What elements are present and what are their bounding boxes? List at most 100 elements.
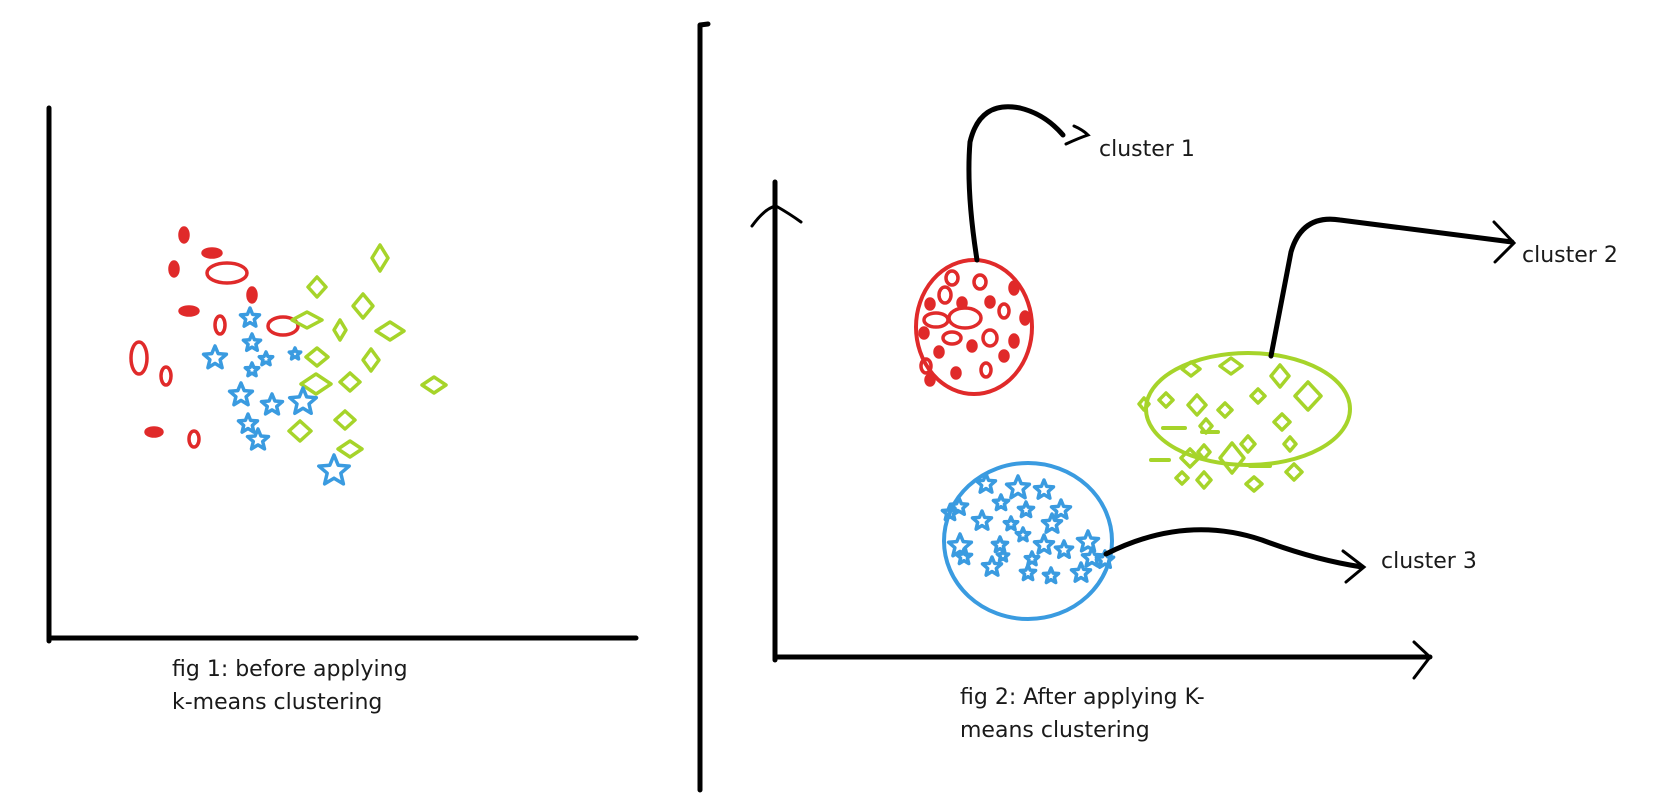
- fig1-point-diamond: [420, 375, 448, 395]
- fig1-point-star: [241, 332, 263, 353]
- fig2-clustered-points: [918, 269, 1323, 585]
- cluster-3-boundary: [942, 461, 1114, 621]
- cluster-3-point: [1049, 498, 1073, 520]
- cluster-2-label: cluster 2: [1522, 243, 1618, 268]
- fig1-point-star: [238, 306, 262, 328]
- cluster-3-point: [990, 535, 1010, 554]
- cluster-1-point: [922, 311, 950, 329]
- cluster-1-point: [950, 366, 962, 380]
- cluster-3-point: [1032, 478, 1056, 500]
- cluster-3-point: [1023, 550, 1041, 567]
- cluster-1-point: [937, 285, 953, 305]
- cluster-2-point: [1174, 470, 1190, 486]
- cluster-2-point: [1282, 435, 1298, 453]
- cluster-1-pointer-arrowhead: [1064, 124, 1091, 146]
- cluster-2-point: [1195, 470, 1213, 490]
- cluster-1-pointer-arrow: [966, 104, 1066, 263]
- fig1-point-ellipse: [266, 315, 300, 337]
- cluster-2-point: [1244, 475, 1264, 493]
- cluster-3-point: [1016, 500, 1036, 519]
- cluster-1-point: [941, 330, 963, 346]
- cluster-1-point: [979, 361, 993, 379]
- figure-2-caption: fig 2: After applying K- means clusterin…: [960, 681, 1205, 747]
- fig2-x-axis-arrowhead: [1412, 640, 1433, 680]
- cluster-1-point: [1008, 333, 1020, 349]
- cluster-2-point: [1293, 380, 1323, 412]
- fig1-point-diamond: [370, 243, 390, 273]
- cluster-1-point: [997, 302, 1011, 320]
- cluster-2-point: [1249, 387, 1267, 405]
- cluster-3-point: [980, 555, 1004, 577]
- cluster-1-point: [947, 306, 983, 330]
- cluster-2-pointer-arrow: [1268, 216, 1515, 359]
- cluster-2-point: [1269, 363, 1291, 389]
- fig1-point-diamond: [299, 372, 333, 396]
- cluster-3-point: [1002, 515, 1020, 532]
- fig1-point-ellipse: [178, 226, 190, 244]
- fig1-point-ellipse: [178, 305, 200, 317]
- fig1-point-diamond: [287, 419, 313, 443]
- fig1-point-diamond: [290, 310, 324, 330]
- cluster-1-point: [981, 328, 999, 348]
- cluster-3-point: [1004, 474, 1032, 500]
- cluster-3-point: [1053, 539, 1075, 560]
- fig1-point-star: [201, 344, 229, 370]
- cluster-2-point: [1180, 360, 1202, 378]
- cluster-2-point: [1216, 401, 1234, 419]
- cluster-3-pointer-arrow: [1103, 527, 1365, 570]
- cluster-3-label: cluster 3: [1381, 549, 1477, 574]
- fig1-point-ellipse: [159, 365, 173, 387]
- cluster-1-point: [1019, 310, 1031, 326]
- cluster-1-point: [924, 297, 936, 311]
- cluster-3-point: [1041, 566, 1061, 585]
- fig1-point-diamond: [332, 318, 348, 342]
- fig1-point-ellipse: [213, 314, 227, 336]
- figure-2-caption-line-2: means clustering: [960, 718, 1150, 743]
- cluster-2-point: [1196, 443, 1212, 461]
- fig1-point-ellipse: [129, 340, 149, 376]
- fig1-point-star: [227, 381, 255, 407]
- cluster-2-boundary: [1144, 351, 1352, 467]
- fig1-point-star: [236, 412, 260, 434]
- cluster-1-point: [933, 345, 945, 359]
- figure-1-caption: fig 1: before applying k-means clusterin…: [172, 653, 408, 719]
- cluster-1-point: [924, 373, 936, 387]
- cluster-2-point: [1186, 393, 1208, 417]
- fig1-point-diamond: [333, 409, 357, 431]
- fig1-point-star: [243, 361, 261, 378]
- cluster-2-point: [1284, 462, 1304, 482]
- figure-1-caption-line-1: fig 1: before applying: [172, 657, 408, 682]
- fig1-point-diamond: [336, 439, 364, 459]
- cluster-3-point: [954, 547, 974, 566]
- cluster-1-point: [1008, 280, 1020, 296]
- cluster-3-point: [970, 509, 994, 531]
- figure-1-before-clustering: [46, 105, 639, 644]
- fig1-point-diamond: [361, 347, 381, 373]
- cluster-2-point: [1239, 434, 1257, 454]
- cluster-2-point: [1218, 356, 1244, 376]
- cluster-3-point: [995, 548, 1011, 563]
- fig1-point-diamond: [304, 346, 330, 368]
- cluster-3-point: [1094, 549, 1116, 570]
- cluster-2-point: [1218, 441, 1246, 475]
- fig1-point-diamond: [338, 371, 362, 393]
- cluster-3-pointer-arrowhead: [1341, 549, 1367, 584]
- cluster-3-point: [1040, 512, 1064, 534]
- cluster-3-point: [991, 493, 1011, 512]
- cluster-3-point: [946, 532, 974, 558]
- fig1-point-diamond: [306, 275, 328, 299]
- fig1-point-ellipse: [144, 426, 164, 438]
- fig1-point-star: [257, 350, 275, 367]
- fig1-point-ellipse: [168, 260, 180, 278]
- cluster-3-point: [1018, 563, 1038, 582]
- figure-1-caption-line-2: k-means clustering: [172, 690, 383, 715]
- cluster-2-pointer-arrowhead: [1492, 220, 1517, 264]
- cluster-2-point: [1137, 396, 1151, 412]
- figure-2-after-clustering: [750, 104, 1517, 680]
- cluster-1-boundary: [914, 258, 1034, 396]
- cluster-1-point: [972, 273, 988, 291]
- cluster-1-point: [919, 357, 933, 375]
- fig1-point-ellipse: [246, 286, 258, 304]
- fig1-point-star: [287, 346, 303, 361]
